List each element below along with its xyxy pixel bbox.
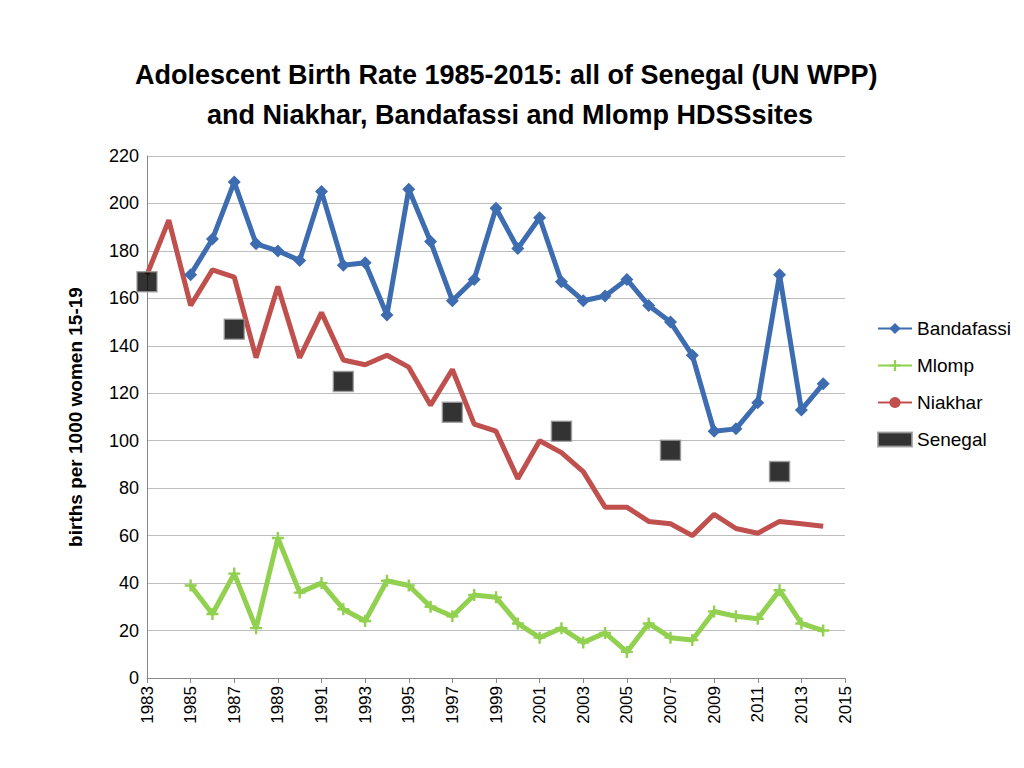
svg-text:Bandafassi: Bandafassi [917,318,1011,339]
svg-text:0: 0 [129,668,139,688]
svg-text:1985: 1985 [181,686,200,724]
svg-text:20: 20 [119,621,139,641]
svg-text:2009: 2009 [705,686,724,724]
svg-text:1983: 1983 [138,686,157,724]
svg-text:160: 160 [109,288,139,308]
svg-text:2011: 2011 [748,686,767,723]
svg-text:200: 200 [109,193,139,213]
svg-text:births per 1000 women 15-19: births per 1000 women 15-19 [65,287,86,547]
svg-text:Mlomp: Mlomp [917,355,974,376]
svg-text:1991: 1991 [312,686,331,724]
svg-text:2013: 2013 [792,686,811,724]
svg-text:2007: 2007 [661,686,680,724]
svg-text:140: 140 [109,336,139,356]
svg-text:2015: 2015 [836,686,855,724]
svg-text:1993: 1993 [356,686,375,724]
svg-text:120: 120 [109,383,139,403]
svg-text:2005: 2005 [617,686,636,724]
svg-text:40: 40 [119,573,139,593]
svg-text:Niakhar: Niakhar [917,392,983,413]
svg-text:and Niakhar, Bandafassi and Ml: and Niakhar, Bandafassi and Mlomp HDSSsi… [207,100,813,130]
svg-text:2001: 2001 [530,686,549,724]
svg-text:1989: 1989 [268,686,287,724]
svg-text:Senegal: Senegal [917,429,987,450]
svg-text:220: 220 [109,146,139,166]
svg-text:80: 80 [119,478,139,498]
svg-text:1997: 1997 [443,686,462,724]
svg-text:1987: 1987 [225,686,244,724]
svg-text:180: 180 [109,241,139,261]
svg-text:1999: 1999 [487,686,506,724]
svg-text:1995: 1995 [399,686,418,724]
svg-text:60: 60 [119,526,139,546]
svg-text:2003: 2003 [574,686,593,724]
svg-text:Adolescent Birth Rate 1985-201: Adolescent Birth Rate 1985-2015: all of … [135,60,885,90]
svg-text:100: 100 [109,431,139,451]
